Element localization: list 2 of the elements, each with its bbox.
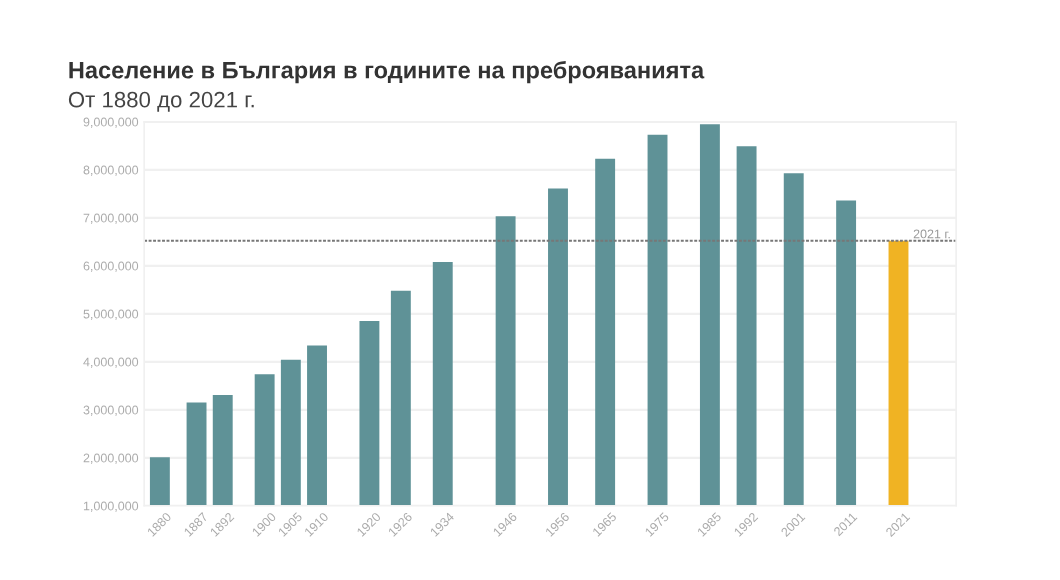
chart-title: Население в България в годините на преброяванията [69, 60, 705, 84]
chart-subtitle: От 1880 до 2021 г. [68, 91, 254, 112]
